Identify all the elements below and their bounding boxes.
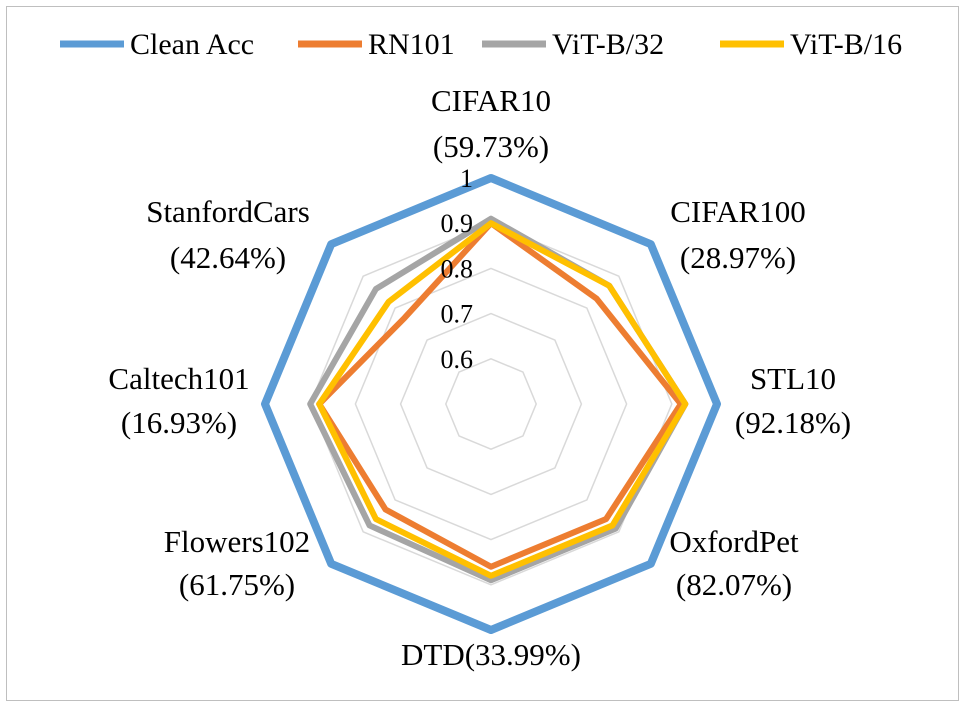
grid-ring-3 xyxy=(309,222,673,586)
legend: Clean Acc RN101 ViT-B/32 ViT-B/16 xyxy=(60,28,902,61)
label-stl10-name: STL10 xyxy=(750,361,836,396)
legend-label-clean-acc: Clean Acc xyxy=(130,28,254,61)
label-dtd-name: DTD xyxy=(401,637,465,672)
category-labels: CIFAR10 (59.73%) CIFAR100 (28.97%) STL10 (92.… xyxy=(108,83,851,672)
label-cifar100-acc: (28.97%) xyxy=(680,240,796,275)
label-flowers102-name: Flowers102 xyxy=(164,524,310,559)
label-caltech101-acc: (16.93%) xyxy=(121,405,237,440)
grid-ring-0 xyxy=(444,357,538,451)
label-dtd-acc: (33.99%) xyxy=(465,637,581,672)
tick-label: 0.9 xyxy=(441,209,474,238)
label-stanfordcars-name: StanfordCars xyxy=(146,194,310,229)
tick-label: 0.6 xyxy=(441,345,474,374)
label-dtd: DTD(33.99%) xyxy=(401,637,581,672)
grid-ring-2 xyxy=(354,267,628,541)
label-flowers102-acc: (61.75%) xyxy=(179,567,295,602)
series-rn101 xyxy=(316,220,684,570)
label-oxfordpet-acc: (82.07%) xyxy=(676,567,792,602)
chart-frame xyxy=(6,6,959,701)
label-cifar10-name: CIFAR10 xyxy=(431,83,551,118)
series-vit-b-32 xyxy=(307,215,689,584)
tick-label: 0.7 xyxy=(441,300,474,329)
radar-grid xyxy=(309,222,673,586)
series-vit-b-16 xyxy=(316,220,689,579)
legend-label-vit-b-32: ViT-B/32 xyxy=(552,28,664,61)
legend-label-rn101: RN101 xyxy=(368,28,455,61)
label-stanfordcars-acc: (42.64%) xyxy=(170,240,286,275)
label-stl10-acc: (92.18%) xyxy=(735,405,851,440)
label-oxfordpet-name: OxfordPet xyxy=(669,524,799,559)
label-cifar10-acc: (59.73%) xyxy=(433,129,549,164)
label-cifar100-name: CIFAR100 xyxy=(670,194,806,229)
series-layer xyxy=(261,174,721,634)
tick-labels: 0.6 0.7 0.8 0.9 1 xyxy=(441,164,474,374)
tick-label: 0.8 xyxy=(441,254,474,283)
grid-ring-1 xyxy=(399,312,583,496)
series-clean-acc xyxy=(261,174,721,634)
label-caltech101-name: Caltech101 xyxy=(108,361,249,396)
legend-label-vit-b-16: ViT-B/16 xyxy=(790,28,902,61)
tick-label: 1 xyxy=(460,164,473,193)
